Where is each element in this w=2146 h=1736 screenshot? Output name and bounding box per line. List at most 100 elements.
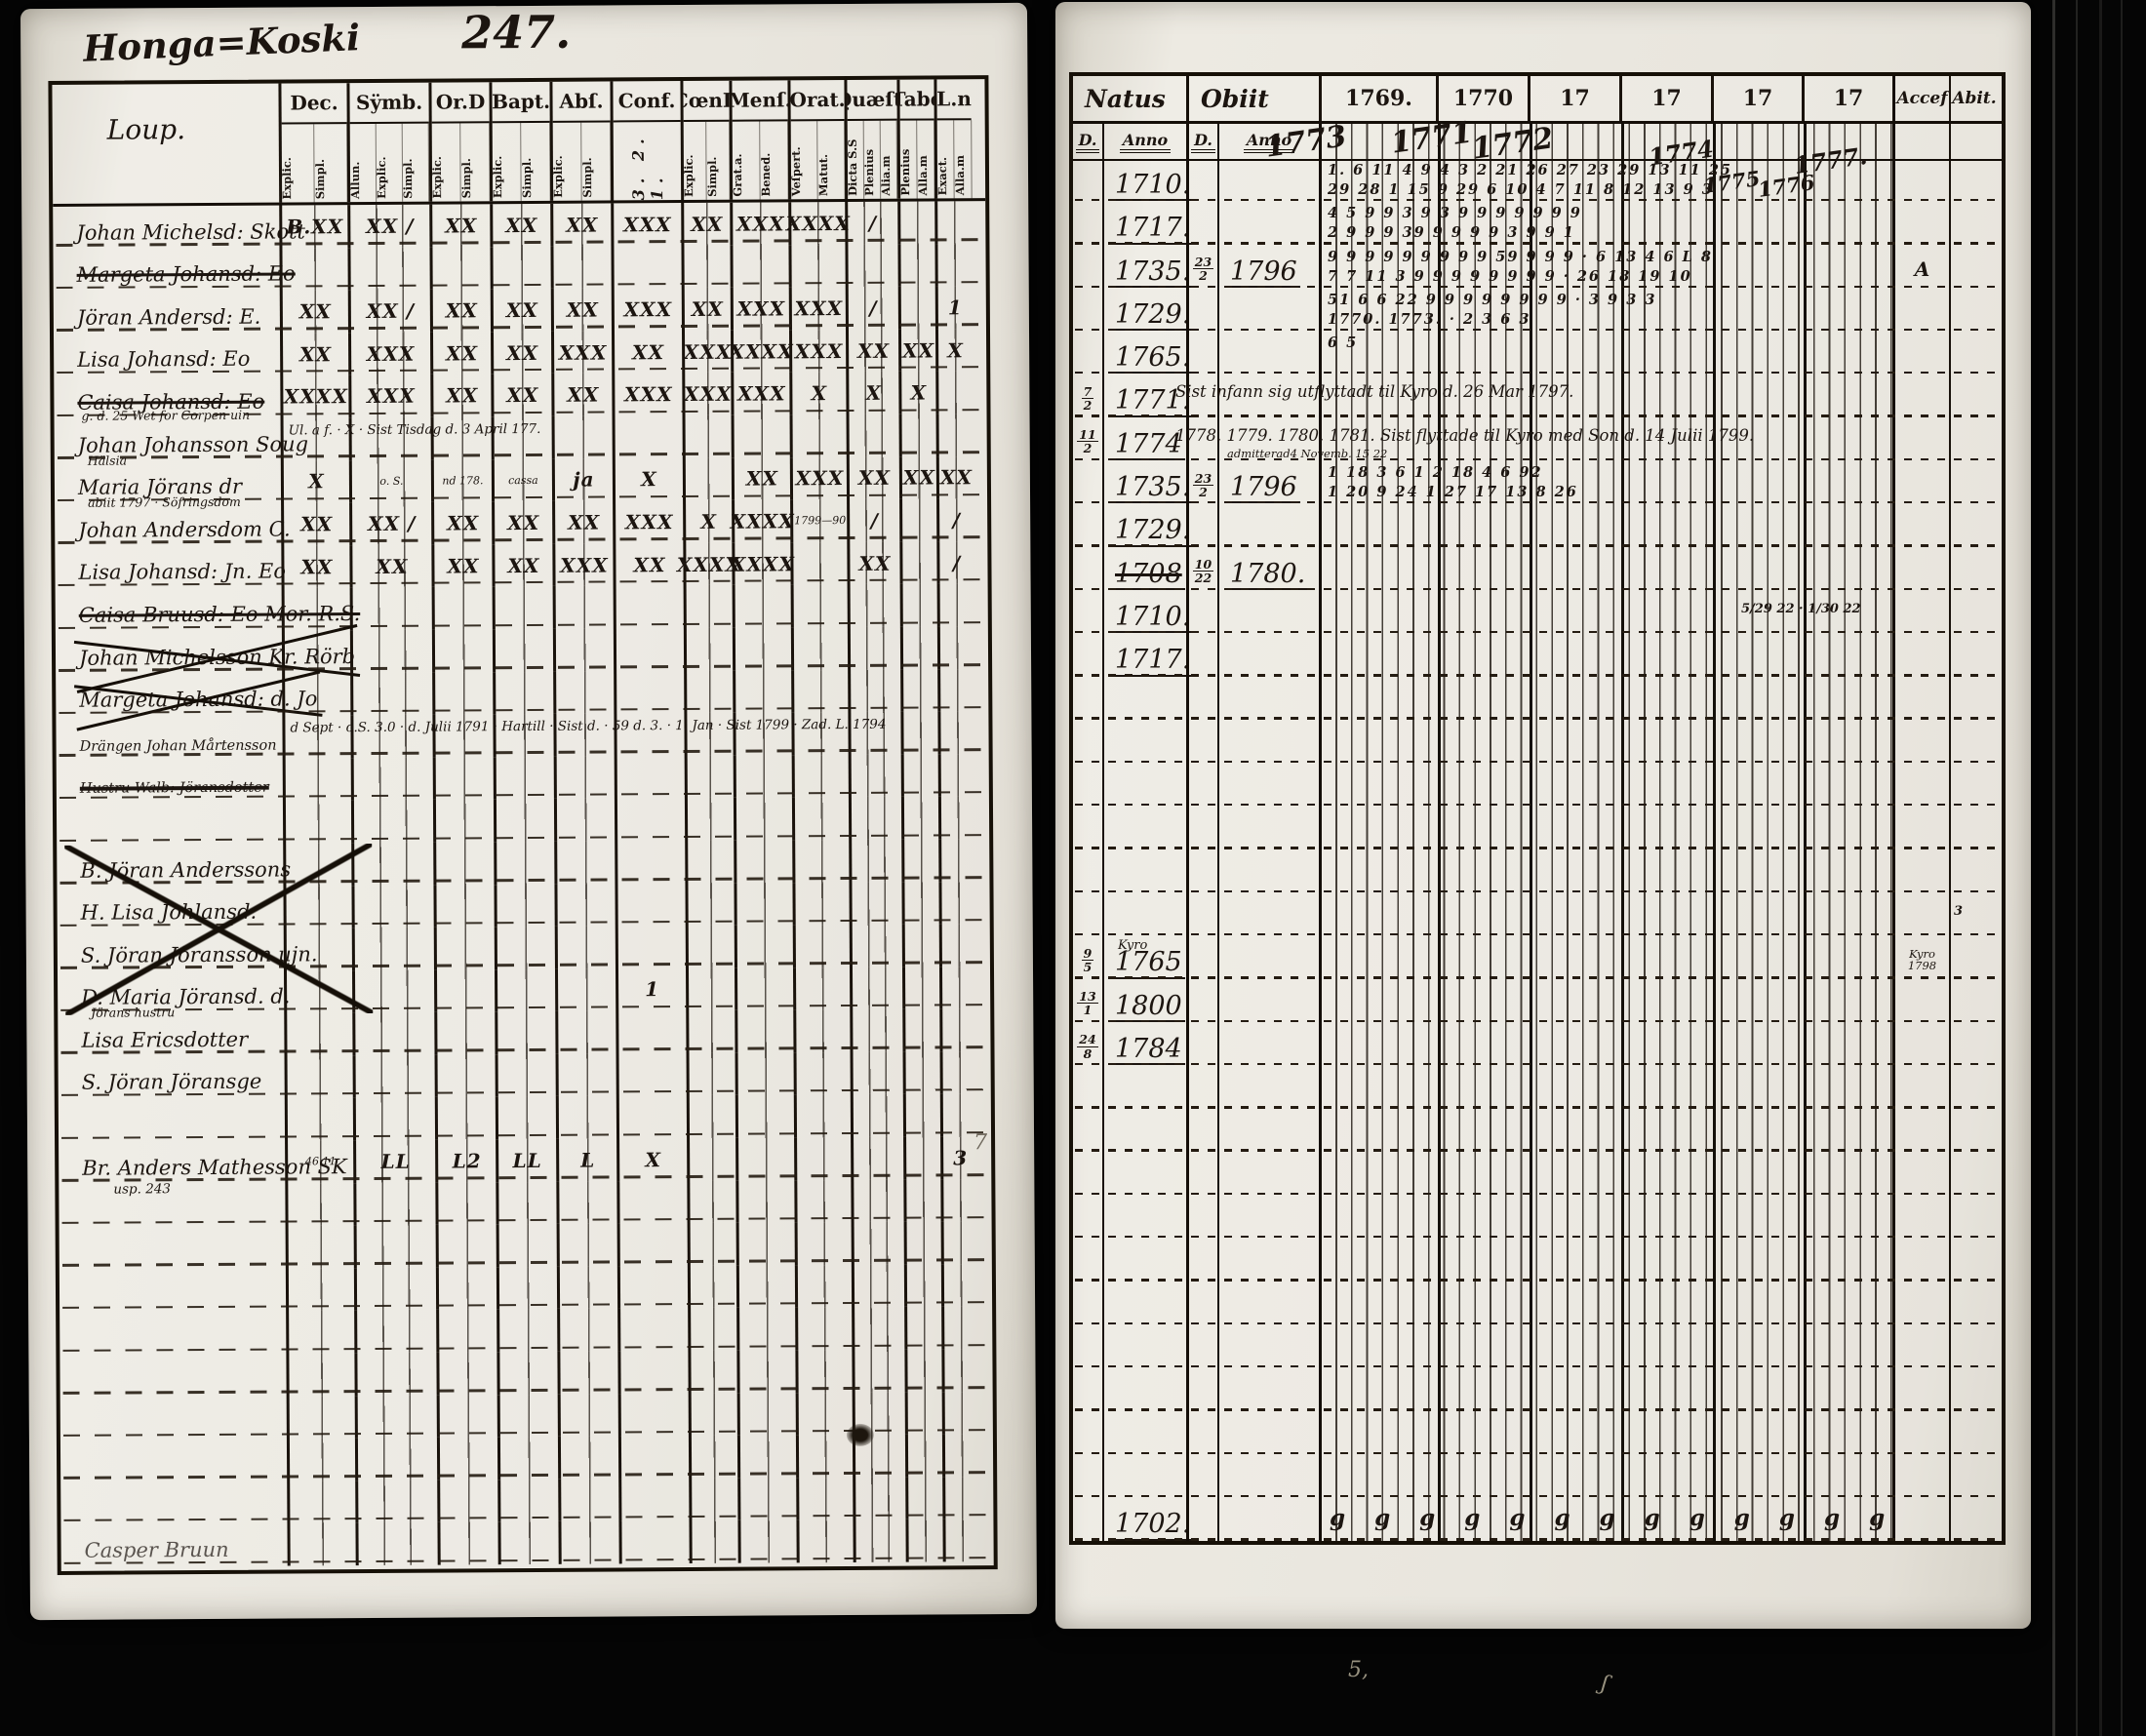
abiit-cell — [1949, 938, 1998, 982]
ledger-row: 13 1 1800 — [1073, 981, 2002, 1025]
mark-cell: XX — [492, 543, 553, 587]
mark-cell: XX — [281, 544, 350, 588]
mark-cell — [282, 757, 351, 801]
attendance-band — [1319, 1327, 1892, 1371]
left-column-header: Abſ. Explic. Simpl. — [549, 81, 612, 201]
accessit-mark: A — [1914, 256, 1930, 281]
obiit-anno-cell: 1796 — [1217, 247, 1319, 291]
mark-cell: X — [934, 328, 974, 372]
attendance-band: 4 5 9 9 3 9 3 9 9 9 9 9 9 9 2 9 9 9 39 9 … — [1319, 204, 1892, 248]
abiit-cell — [1949, 463, 1998, 507]
pencil-mark: 7 — [974, 1130, 988, 1156]
mark-cell — [682, 457, 733, 501]
ledger-row — [1073, 809, 2002, 852]
mark-cell — [732, 627, 792, 671]
mark-cell — [735, 1222, 795, 1266]
mark-cell — [497, 1479, 559, 1522]
natus-year: 1735. — [1112, 473, 1194, 504]
attendance-band — [1319, 1283, 1892, 1328]
abiit-cell — [1949, 1068, 1998, 1112]
mark-cell: XX — [429, 332, 492, 375]
natus-anno-cell — [1102, 1370, 1186, 1414]
natus-anno-cell — [1102, 1198, 1186, 1242]
accessit-cell — [1892, 636, 1949, 680]
natus-day-cell — [1073, 680, 1102, 723]
mark-cell — [283, 969, 353, 1013]
mark-cell — [900, 754, 938, 797]
ledger-row: Caisa Bruusd: Eo Mor. R.S. — [56, 583, 988, 631]
attendance-line: 1 18 3 6 1 2 18 4 6 92 — [1328, 464, 1543, 482]
mark-cell — [347, 247, 430, 291]
mark-cell — [899, 626, 938, 670]
examination-table: Loup. Dec. Explic. Simpl. Sÿmb. Allun. Explic.… — [48, 75, 998, 1575]
left-column-header: Orat. Veſpert. Matut. — [787, 80, 846, 200]
communion-mark: XX — [298, 299, 332, 324]
obiit-anno-cell — [1217, 679, 1319, 723]
mark-cell — [287, 1480, 356, 1523]
attendance-band: 6 5 — [1319, 334, 1892, 377]
accessit-cell — [1892, 1024, 1949, 1069]
communion-mark: XXX — [794, 338, 844, 363]
obiit-anno-cell — [1217, 1068, 1319, 1112]
natus-anno-cell — [1102, 766, 1186, 809]
mark-cell — [431, 586, 493, 630]
communion-mark: XXX — [736, 296, 786, 321]
obiit-anno-cell — [1217, 851, 1319, 896]
mark-cell — [897, 244, 935, 287]
communion-mark: XXXX — [785, 211, 851, 236]
mark-cell — [940, 1221, 978, 1265]
mark-cell: 1 — [615, 967, 687, 1011]
mark-cell — [934, 243, 973, 287]
mark-cell — [433, 884, 495, 927]
column-label: Menſ. — [732, 80, 788, 122]
mark-cell — [736, 1350, 796, 1394]
obiit-anno-cell — [1217, 895, 1319, 939]
obiit-anno-cell — [1217, 1370, 1319, 1414]
communion-mark: XX — [857, 338, 891, 363]
communion-mark: XX — [902, 465, 936, 491]
communion-mark: XX — [858, 551, 892, 575]
accessit-cell — [1892, 376, 1949, 420]
mark-cell — [286, 1438, 356, 1481]
attendance-band — [1319, 851, 1892, 896]
column-sublabel: Explic. — [683, 121, 707, 201]
mark-cell — [790, 541, 848, 585]
name-cell: Johan Michelsson Kr. Rörb — [56, 630, 355, 674]
mark-cell — [735, 1094, 795, 1138]
margin-squiggle: ʃ — [1599, 1671, 1610, 1697]
mark-cell — [935, 371, 974, 414]
mark-cell — [900, 668, 938, 712]
communion-mark: ja — [573, 467, 595, 493]
person-name: Drängen Johan Mårtensson — [79, 737, 277, 755]
column-sublabel: Explic. — [552, 122, 582, 201]
date-fraction: 13 1 — [1077, 989, 1098, 1018]
mark-cell — [941, 1349, 979, 1393]
mark-cell: XXX — [550, 331, 613, 375]
obiit-day-cell — [1186, 161, 1217, 205]
communion-mark: XXX — [624, 510, 674, 534]
attendance-band: 5/29 22 · 1/30 22 — [1319, 592, 1892, 637]
ledger-row: 1729. 51 6 6 22 9 9 9 9 9 9 9 9 · 3 9 3 3… — [1073, 290, 2002, 335]
ledger-row — [60, 1264, 992, 1312]
abiit-cell — [1949, 722, 1998, 767]
ledger-row — [1073, 722, 2002, 767]
mark-cell — [795, 1435, 854, 1479]
date-fraction: 11 2 — [1077, 427, 1098, 456]
left-table-header: Loup. Dec. Explic. Simpl. Sÿmb. Allun. Explic.… — [52, 79, 986, 207]
mark-cell: XX — [611, 330, 683, 374]
mark-cell — [733, 797, 793, 841]
obiit-anno-cell — [1217, 938, 1319, 982]
anno-subheader: Anno — [1102, 124, 1186, 159]
mark-cell — [615, 883, 686, 927]
mark-cell: XX / — [349, 501, 432, 545]
name-cell — [60, 1354, 286, 1398]
natus-day-cell — [1073, 1414, 1102, 1457]
abiit-cell — [1949, 1500, 1998, 1541]
communion-mark: X — [308, 469, 325, 493]
mark-cell — [684, 670, 734, 714]
mark-cell — [355, 1480, 438, 1523]
column-sublabel: Simpl. — [706, 121, 731, 200]
ledger-row: Lisa Johansd: Eo XX XXX XX XX XXX XX XXX XXXX XXX… — [54, 328, 986, 376]
